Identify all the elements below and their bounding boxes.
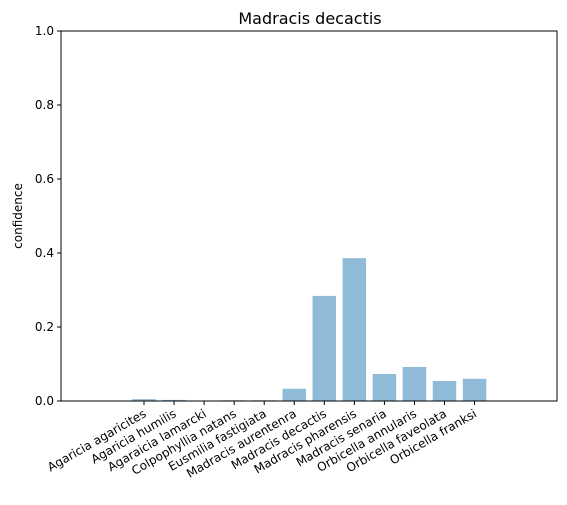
y-tick-label: 0.0 (35, 394, 54, 408)
chart-title: Madracis decactis (238, 9, 381, 28)
y-tick-label: 0.8 (35, 98, 54, 112)
bar (132, 399, 156, 401)
y-tick-label: 0.4 (35, 246, 54, 260)
y-tick-label: 0.6 (35, 172, 54, 186)
y-axis-label: confidence (11, 183, 25, 249)
bar (342, 258, 367, 401)
plot-frame (60, 30, 558, 402)
bar (162, 399, 186, 401)
bar (432, 381, 457, 401)
bar (372, 373, 397, 401)
y-tick-label: 0.2 (35, 320, 54, 334)
y-tick-label: 1.0 (35, 24, 54, 38)
bar (312, 295, 337, 401)
bar (462, 378, 487, 401)
bar (282, 388, 306, 401)
bar (402, 366, 427, 401)
